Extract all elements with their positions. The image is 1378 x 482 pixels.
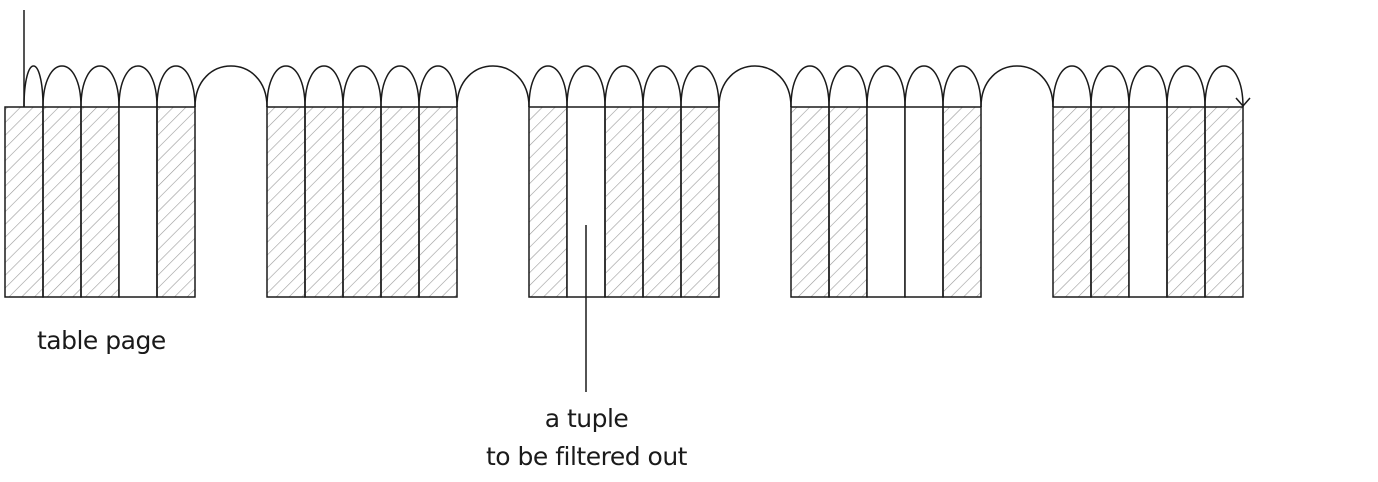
table-page-label: table page <box>37 326 166 355</box>
visible-tuple <box>680 106 720 298</box>
tuple-scan-arrow <box>118 65 158 108</box>
tuple-scan-arrow <box>380 65 420 108</box>
table-page <box>1052 106 1244 298</box>
table-page <box>528 106 720 298</box>
tuple-scan-arrow <box>1166 65 1206 108</box>
visible-tuple <box>380 106 420 298</box>
tuple-scan-arrow <box>266 65 306 108</box>
visible-tuple <box>42 106 82 298</box>
visible-tuple <box>1166 106 1206 298</box>
filtered-tuple <box>1128 106 1168 298</box>
tuple-label-line1: a tuple <box>544 404 629 433</box>
tuple-scan-arrow <box>642 65 682 108</box>
visible-tuple <box>790 106 830 298</box>
filtered-tuple <box>904 106 944 298</box>
table-page <box>790 106 982 298</box>
tuple-label: a tuple to be filtered out <box>484 400 689 476</box>
page-jump-arrow <box>194 65 268 108</box>
visible-tuple <box>304 106 344 298</box>
tuple-scan-arrow <box>80 65 120 108</box>
tuple-scan-arrow <box>1128 65 1168 108</box>
arrowhead-icon <box>1235 97 1251 108</box>
tuple-scan-arrow <box>23 65 44 108</box>
visible-tuple <box>642 106 682 298</box>
tuple-scan-arrow <box>904 65 944 108</box>
visible-tuple <box>418 106 458 298</box>
tuple-scan-arrow <box>42 65 82 108</box>
visible-tuple <box>828 106 868 298</box>
visible-tuple <box>4 106 44 298</box>
tuple-scan-arrow <box>790 65 830 108</box>
tuple-scan-arrow <box>828 65 868 108</box>
visible-tuple <box>604 106 644 298</box>
tuple-scan-arrow <box>866 65 906 108</box>
table-page <box>4 106 196 298</box>
visible-tuple <box>266 106 306 298</box>
tuple-scan-arrow <box>304 65 344 108</box>
filtered-tuple <box>118 106 158 298</box>
tuple-scan-arrow <box>342 65 382 108</box>
tuple-scan-arrow <box>566 65 606 108</box>
visible-tuple <box>528 106 568 298</box>
visible-tuple <box>942 106 982 298</box>
visible-tuple <box>80 106 120 298</box>
pages-layer <box>4 106 1244 298</box>
table-page <box>266 106 458 298</box>
tuple-scan-arrow <box>156 65 196 108</box>
filtered-tuple <box>866 106 906 298</box>
page-jump-arrow <box>718 65 792 108</box>
tuple-scan-arrow <box>418 65 458 108</box>
visible-tuple <box>1090 106 1130 298</box>
tuple-scan-arrow <box>942 65 982 108</box>
tuple-label-line2: to be filtered out <box>486 442 688 471</box>
visible-tuple <box>342 106 382 298</box>
visible-tuple <box>1052 106 1092 298</box>
tuple-scan-arrow <box>528 65 568 108</box>
page-jump-arrow <box>456 65 530 108</box>
scan-arrows-layer <box>23 65 1251 108</box>
tuple-scan-arrow <box>1090 65 1130 108</box>
tuple-scan-arrow <box>1052 65 1092 108</box>
visible-tuple <box>156 106 196 298</box>
tuple-scan-arrow <box>1204 65 1244 108</box>
visible-tuple <box>1204 106 1244 298</box>
tuple-scan-arrow <box>680 65 720 108</box>
page-jump-arrow <box>980 65 1054 108</box>
tuple-scan-arrow <box>604 65 644 108</box>
